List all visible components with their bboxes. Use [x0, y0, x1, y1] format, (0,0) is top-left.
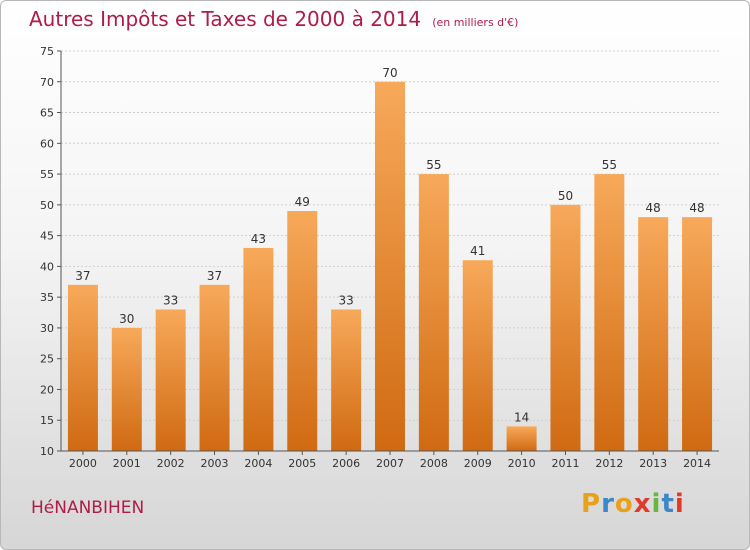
data-label: 50 [558, 189, 573, 203]
bar [682, 217, 713, 451]
x-tick-label: 2009 [464, 457, 492, 470]
y-tick-label: 10 [40, 445, 54, 458]
chart-subtitle: (en milliers d'€) [432, 16, 519, 29]
data-label: 14 [514, 410, 529, 424]
logo-letter: x [633, 489, 652, 519]
bar [506, 426, 537, 451]
data-label: 37 [75, 269, 90, 283]
data-label: 55 [426, 158, 441, 172]
x-tick-label: 2005 [288, 457, 316, 470]
bar [418, 174, 449, 452]
y-tick-label: 25 [40, 353, 54, 366]
x-tick-label: 2008 [420, 457, 448, 470]
y-tick-label: 55 [40, 168, 54, 181]
logo-letter: t [661, 489, 675, 519]
data-label: 41 [470, 244, 485, 258]
x-tick-label: 2010 [508, 457, 536, 470]
x-tick-label: 2003 [201, 457, 229, 470]
x-tick-label: 2013 [639, 457, 667, 470]
x-tick-label: 2004 [244, 457, 272, 470]
bar [594, 174, 625, 452]
x-tick-label: 2002 [157, 457, 185, 470]
y-tick-label: 50 [40, 199, 54, 212]
y-tick-label: 30 [40, 322, 54, 335]
bar [331, 309, 362, 451]
data-label: 48 [646, 201, 661, 215]
y-tick-label: 65 [40, 107, 54, 120]
y-tick-label: 15 [40, 414, 54, 427]
data-label: 37 [207, 269, 222, 283]
x-tick-label: 2007 [376, 457, 404, 470]
logo-letter: i [651, 489, 662, 519]
data-label: 55 [602, 158, 617, 172]
y-tick-label: 70 [40, 76, 54, 89]
bar [199, 284, 230, 451]
x-tick-label: 2014 [683, 457, 711, 470]
bar [462, 260, 493, 451]
x-tick-label: 2006 [332, 457, 360, 470]
data-label: 49 [295, 195, 310, 209]
logo-letter: o [614, 489, 634, 519]
y-tick-label: 35 [40, 291, 54, 304]
data-label: 33 [338, 293, 353, 307]
y-tick-label: 60 [40, 137, 54, 150]
bar [243, 247, 274, 451]
bar [550, 204, 581, 451]
bar [638, 217, 669, 451]
chart-title: Autres Impôts et Taxes de 2000 à 2014 [29, 7, 422, 31]
data-label: 70 [382, 66, 397, 80]
bar [375, 81, 405, 452]
title-row: Autres Impôts et Taxes de 2000 à 2014 (e… [29, 7, 518, 31]
y-tick-label: 75 [40, 45, 54, 58]
x-tick-label: 2011 [551, 457, 579, 470]
bar [155, 309, 186, 451]
data-label: 33 [163, 293, 178, 307]
bar [111, 327, 142, 451]
y-tick-label: 45 [40, 230, 54, 243]
y-tick-label: 20 [40, 383, 54, 396]
logo-letter: r [601, 489, 615, 519]
logo-letter: P [581, 489, 602, 519]
proxiti-logo: Proxiti [581, 489, 685, 519]
x-tick-label: 2012 [595, 457, 623, 470]
y-tick-label: 40 [40, 260, 54, 273]
data-label: 48 [689, 201, 704, 215]
bar [287, 211, 318, 451]
data-label: 43 [251, 232, 266, 246]
x-tick-label: 2001 [113, 457, 141, 470]
commune-name: HéNANBIHEN [31, 498, 145, 518]
bar [67, 284, 98, 451]
logo-letter: i [674, 489, 685, 519]
data-label: 30 [119, 312, 134, 326]
x-tick-label: 2000 [69, 457, 97, 470]
